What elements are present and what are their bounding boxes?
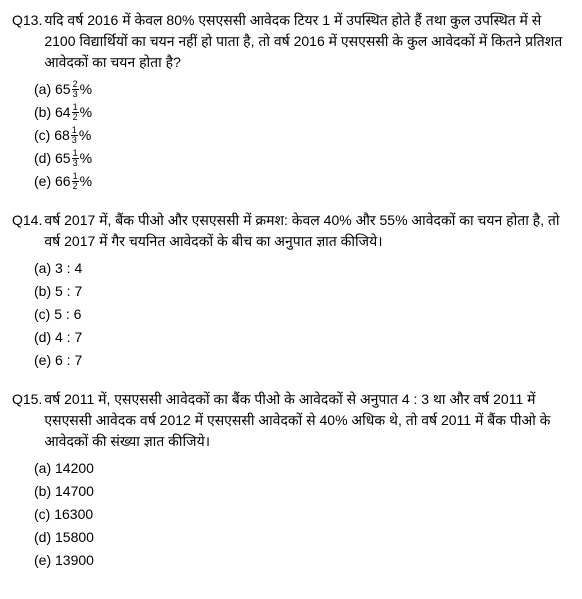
- option-suffix: %: [79, 127, 91, 143]
- option-d: (d) 6513%: [34, 148, 570, 169]
- option-b: (b) 5 : 7: [34, 281, 570, 302]
- option-e: (e) 13900: [34, 550, 570, 571]
- option-label: (a) 65: [34, 81, 71, 97]
- question-text: Q13. यदि वर्ष 2016 में केवल 80% एसएससी आ…: [12, 10, 570, 73]
- question-body: वर्ष 2011 में, एसएससी आवेदकों का बैंक पी…: [44, 389, 570, 452]
- option-label: (b) 64: [34, 104, 71, 120]
- option-suffix: %: [80, 104, 92, 120]
- options-list: (a) 3 : 4 (b) 5 : 7 (c) 5 : 6 (d) 4 : 7 …: [34, 258, 570, 371]
- question-text: Q15. वर्ष 2011 में, एसएससी आवेदकों का बै…: [12, 389, 570, 452]
- options-list: (a) 6523% (b) 6412% (c) 6813% (d) 6513% …: [34, 79, 570, 192]
- option-suffix: %: [80, 81, 92, 97]
- option-c: (c) 16300: [34, 504, 570, 525]
- fraction: 12: [72, 103, 79, 122]
- question-text: Q14. वर्ष 2017 में, बैंक पीओ और एसएससी म…: [12, 210, 570, 252]
- option-label: (d) 65: [34, 150, 71, 166]
- option-b: (b) 14700: [34, 481, 570, 502]
- fraction: 13: [72, 149, 79, 168]
- question-14: Q14. वर्ष 2017 में, बैंक पीओ और एसएससी म…: [12, 210, 570, 371]
- option-suffix: %: [80, 150, 92, 166]
- option-a: (a) 14200: [34, 458, 570, 479]
- question-15: Q15. वर्ष 2011 में, एसएससी आवेदकों का बै…: [12, 389, 570, 571]
- option-a: (a) 3 : 4: [34, 258, 570, 279]
- option-e: (e) 6 : 7: [34, 350, 570, 371]
- option-b: (b) 6412%: [34, 102, 570, 123]
- option-label: (c) 68: [34, 127, 70, 143]
- question-number: Q14.: [12, 210, 44, 231]
- option-c: (c) 5 : 6: [34, 304, 570, 325]
- option-a: (a) 6523%: [34, 79, 570, 100]
- fraction: 12: [72, 172, 79, 191]
- option-e: (e) 6612%: [34, 171, 570, 192]
- fraction: 13: [71, 126, 78, 145]
- option-label: (e) 66: [34, 173, 71, 189]
- option-c: (c) 6813%: [34, 125, 570, 146]
- option-suffix: %: [80, 173, 92, 189]
- question-body: यदि वर्ष 2016 में केवल 80% एसएससी आवेदक …: [44, 10, 570, 73]
- question-body: वर्ष 2017 में, बैंक पीओ और एसएससी में क्…: [44, 210, 570, 252]
- option-d: (d) 4 : 7: [34, 327, 570, 348]
- options-list: (a) 14200 (b) 14700 (c) 16300 (d) 15800 …: [34, 458, 570, 571]
- question-number: Q13.: [12, 10, 44, 31]
- question-13: Q13. यदि वर्ष 2016 में केवल 80% एसएससी आ…: [12, 10, 570, 192]
- question-number: Q15.: [12, 389, 44, 410]
- fraction: 23: [72, 80, 79, 99]
